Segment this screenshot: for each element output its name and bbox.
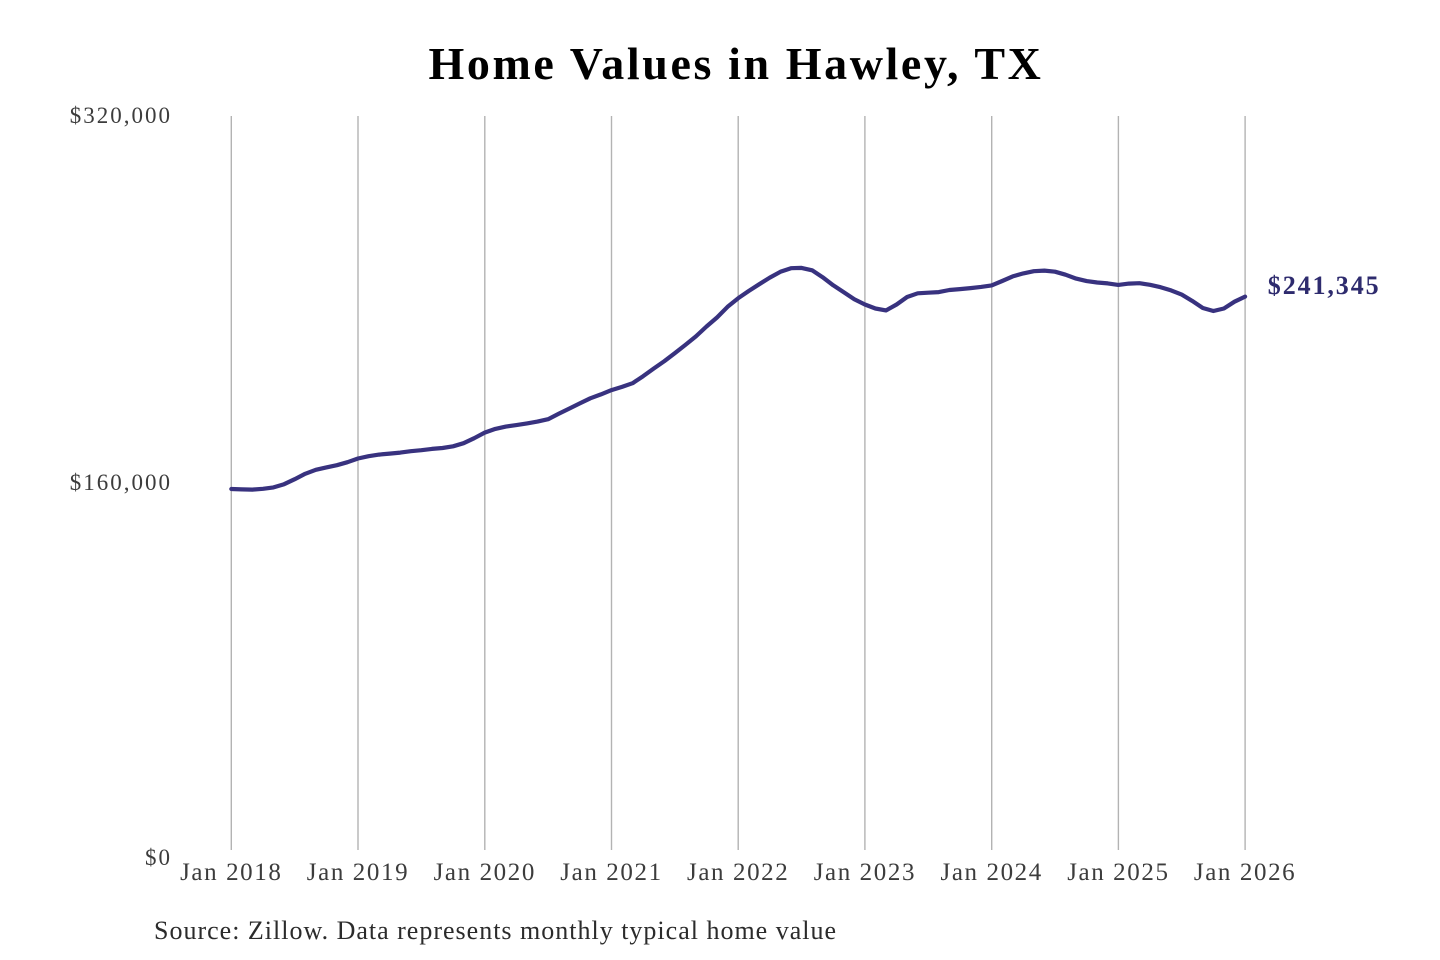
svg-text:Source: Zillow. Data represent: Source: Zillow. Data represents monthly … (154, 916, 837, 945)
svg-text:$320,000: $320,000 (70, 103, 172, 128)
svg-text:$241,345: $241,345 (1268, 271, 1381, 300)
svg-text:Home Values in Hawley, TX: Home Values in Hawley, TX (429, 38, 1044, 89)
svg-text:Jan 2022: Jan 2022 (687, 859, 789, 886)
svg-text:Jan 2019: Jan 2019 (307, 859, 409, 886)
svg-text:Jan 2021: Jan 2021 (560, 859, 662, 886)
svg-text:Jan 2023: Jan 2023 (814, 859, 916, 886)
svg-text:Jan 2025: Jan 2025 (1067, 859, 1169, 886)
svg-text:Jan 2026: Jan 2026 (1194, 859, 1296, 886)
svg-text:$0: $0 (145, 845, 172, 870)
svg-text:$160,000: $160,000 (70, 470, 172, 495)
svg-text:Jan 2018: Jan 2018 (180, 859, 282, 886)
svg-text:Jan 2024: Jan 2024 (941, 859, 1043, 886)
svg-text:Jan 2020: Jan 2020 (434, 859, 536, 886)
